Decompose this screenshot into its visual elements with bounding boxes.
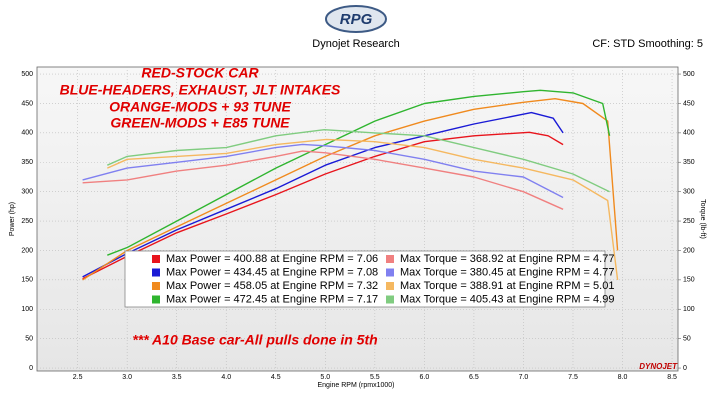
legend-swatch xyxy=(152,282,160,290)
series-line xyxy=(82,131,564,280)
legend-swatch xyxy=(152,295,160,304)
annotation: BLUE-HEADERS, EXHAUST, JLT INTAKES xyxy=(60,82,341,98)
plot-area xyxy=(36,66,679,372)
y-tick-label: 100 xyxy=(21,306,33,313)
y2-tick-label: 500 xyxy=(683,71,695,78)
x-tick-label: 4.5 xyxy=(271,374,281,381)
x-tick-label: 4.0 xyxy=(221,374,231,381)
legend-label: Max Torque = 405.43 at Engine RPM = 4.99 xyxy=(400,293,614,305)
x-tick-label: 8.5 xyxy=(667,374,677,381)
x-tick-label: 6.5 xyxy=(469,374,479,381)
x-tick-label: 5.5 xyxy=(370,374,380,381)
annotation: ORANGE-MODS + 93 TUNE xyxy=(109,99,291,115)
x-tick-label: 3.5 xyxy=(172,374,182,381)
legend-swatch xyxy=(386,268,394,277)
legend-swatch xyxy=(152,255,160,263)
x-tick-label: 5.0 xyxy=(320,374,330,381)
legend-label: Max Power = 458.05 at Engine RPM = 7.32 xyxy=(166,280,378,292)
legend-label: Max Torque = 380.45 at Engine RPM = 4.77 xyxy=(400,266,614,278)
legend-label: Max Torque = 388.91 at Engine RPM = 5.01 xyxy=(400,280,614,292)
y2-tick-label: 350 xyxy=(683,159,695,166)
y2-tick-label: 0 xyxy=(683,365,687,372)
legend-box xyxy=(124,250,606,308)
y-tick-label: 0 xyxy=(29,365,33,372)
y2-tick-label: 150 xyxy=(683,277,695,284)
x-tick-label: 3.0 xyxy=(122,374,132,381)
y-tick-label: 50 xyxy=(25,336,33,343)
y2-tick-label: 400 xyxy=(683,130,695,137)
series-line xyxy=(107,129,610,193)
legend-label: Max Torque = 368.92 at Engine RPM = 4.77 xyxy=(400,253,614,265)
y-tick-label: 250 xyxy=(21,218,33,225)
y2-tick-label: 100 xyxy=(683,306,695,313)
y-axis-label: Power (hp) xyxy=(9,202,16,236)
y-tick-label: 350 xyxy=(21,159,33,166)
series-line xyxy=(82,98,619,281)
legend-swatch xyxy=(386,255,394,263)
y-tick-label: 300 xyxy=(21,189,33,196)
series-line xyxy=(82,143,564,199)
x-tick-label: 6.0 xyxy=(420,374,430,381)
y2-tick-label: 450 xyxy=(683,100,695,107)
annotation: RED-STOCK CAR xyxy=(141,65,259,81)
settings: CF: STD Smoothing: 5 xyxy=(592,38,703,50)
series-line xyxy=(107,138,619,280)
y2-tick-label: 300 xyxy=(683,189,695,196)
x-axis-label: Engine RPM (rpmx1000) xyxy=(317,382,394,389)
y-tick-label: 150 xyxy=(21,277,33,284)
y2-axis-label: Torque (lb-ft) xyxy=(699,199,706,239)
series-line xyxy=(107,89,611,256)
brand: DYNOJET xyxy=(639,362,678,371)
x-tick-label: 2.5 xyxy=(73,374,83,381)
logo-badge xyxy=(325,5,387,33)
y2-tick-label: 200 xyxy=(683,247,695,254)
y-tick-label: 200 xyxy=(21,247,33,254)
legend-swatch xyxy=(386,282,394,290)
subtitle: Dynojet Research xyxy=(312,38,399,50)
legend-swatch xyxy=(152,268,160,277)
series-line xyxy=(82,150,564,210)
annotation: *** A10 Base car-All pulls done in 5th xyxy=(132,332,377,348)
logo-text: RPG xyxy=(340,11,373,28)
legend-label: Max Power = 400.88 at Engine RPM = 7.06 xyxy=(166,253,378,265)
legend-swatch xyxy=(386,295,394,304)
y2-tick-label: 50 xyxy=(683,336,691,343)
legend-label: Max Power = 434.45 at Engine RPM = 7.08 xyxy=(166,266,378,278)
x-tick-label: 7.0 xyxy=(519,374,529,381)
x-tick-label: 7.5 xyxy=(568,374,578,381)
annotation: GREEN-MODS + E85 TUNE xyxy=(110,115,290,131)
legend-label: Max Power = 472.45 at Engine RPM = 7.17 xyxy=(166,293,378,305)
y-tick-label: 500 xyxy=(21,71,33,78)
x-tick-label: 8.0 xyxy=(618,374,628,381)
y-tick-label: 450 xyxy=(21,100,33,107)
y-tick-label: 400 xyxy=(21,130,33,137)
y2-tick-label: 250 xyxy=(683,218,695,225)
